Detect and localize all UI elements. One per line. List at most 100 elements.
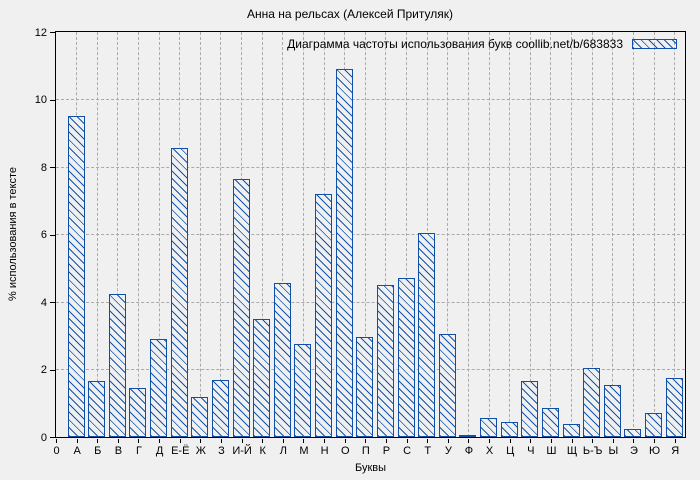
y-tick-mark xyxy=(50,437,55,438)
x-tick-mark xyxy=(654,439,656,443)
x-tick-mark xyxy=(282,439,284,443)
x-tick-mark xyxy=(385,439,387,443)
x-tick-mark xyxy=(592,439,594,443)
x-tick-mark xyxy=(612,439,614,443)
horizontal-gridline xyxy=(56,301,685,303)
x-tick-mark xyxy=(427,439,429,443)
x-tick-label: Х xyxy=(485,445,494,457)
x-tick-label: Ч xyxy=(527,445,535,457)
x-tick-label: Е-Ё xyxy=(171,445,190,457)
x-tick-label: 0 xyxy=(53,445,60,457)
bar-А xyxy=(67,116,85,437)
x-tick-mark xyxy=(76,439,78,443)
x-tick-label: Т xyxy=(424,445,432,457)
x-tick-label: С xyxy=(403,445,412,457)
x-tick-mark xyxy=(117,439,119,443)
y-tick-label: 0 xyxy=(40,431,47,444)
x-tick-mark xyxy=(241,439,243,443)
x-tick-label: Г xyxy=(136,445,142,457)
x-tick-label: Н xyxy=(320,445,329,457)
x-tick-label: Д xyxy=(155,445,164,457)
bar-Ц xyxy=(500,421,518,437)
x-tick-mark xyxy=(97,439,99,443)
plot-area: Диаграмма частоты использования букв coo… xyxy=(55,31,686,438)
bar-Р xyxy=(376,285,394,437)
bar-Ы xyxy=(603,384,621,437)
y-tick-mark xyxy=(50,167,55,168)
chart-title: Анна на рельсах (Алексей Притуляк) xyxy=(247,7,453,21)
x-tick-label: К xyxy=(259,445,266,457)
x-tick-mark xyxy=(220,439,222,443)
x-tick-mark xyxy=(489,439,491,443)
x-tick-mark xyxy=(633,439,635,443)
bar-Л xyxy=(273,283,291,437)
x-tick-label: Ы xyxy=(608,445,619,457)
x-tick-label: Б xyxy=(94,445,102,457)
bar-Д xyxy=(150,339,168,437)
x-tick-mark xyxy=(179,439,181,443)
x-tick-label: Ж xyxy=(195,445,206,457)
y-tick-label: 10 xyxy=(34,94,47,106)
x-tick-label: Р xyxy=(382,445,391,457)
y-tick-label: 6 xyxy=(40,229,47,241)
x-tick-label: З xyxy=(218,445,225,457)
x-tick-label: Ю xyxy=(649,445,661,457)
bar-Г xyxy=(129,388,147,437)
x-tick-mark xyxy=(344,439,346,443)
bar-У xyxy=(438,334,456,437)
x-tick-label: Э xyxy=(629,445,638,457)
bar-Ю xyxy=(645,413,663,437)
x-tick-label: Я xyxy=(671,445,680,457)
x-tick-label: Ш xyxy=(546,445,557,457)
x-tick-label: Щ xyxy=(566,445,578,457)
x-tick-mark xyxy=(159,439,161,443)
x-tick-label: Ц xyxy=(506,445,515,457)
bar-Х xyxy=(480,418,498,437)
bar-Е-Ё xyxy=(170,148,188,437)
legend-hatch-swatch-icon xyxy=(632,39,677,49)
x-tick-mark xyxy=(530,439,532,443)
y-tick-label: 12 xyxy=(34,26,47,39)
x-tick-mark xyxy=(550,439,552,443)
legend-label: Диаграмма частоты использования букв coo… xyxy=(287,37,623,51)
x-tick-label: О xyxy=(340,445,350,457)
horizontal-gridline xyxy=(56,234,685,235)
bar-М xyxy=(294,344,312,437)
y-tick-label: 4 xyxy=(40,296,47,309)
x-tick-mark xyxy=(509,439,511,443)
y-tick-label: 8 xyxy=(40,161,47,174)
x-tick-mark xyxy=(138,439,140,443)
bar-Ф xyxy=(459,435,477,437)
bar-Н xyxy=(315,194,333,437)
x-tick-mark xyxy=(262,439,264,443)
bar-Ь-Ъ xyxy=(583,367,601,437)
y-tick-mark xyxy=(50,32,55,33)
bar-Ш xyxy=(541,408,559,437)
x-tick-label: Ф xyxy=(464,445,474,457)
y-tick-mark xyxy=(50,234,55,236)
horizontal-gridline xyxy=(56,166,685,168)
bar-Ж xyxy=(191,396,209,437)
x-tick-mark xyxy=(303,439,305,443)
x-tick-label: М xyxy=(299,445,309,457)
x-tick-mark xyxy=(200,439,202,443)
bar-Щ xyxy=(562,423,580,437)
bar-В xyxy=(108,293,126,437)
bar-Я xyxy=(665,377,683,437)
x-tick-mark xyxy=(56,439,57,443)
bar-З xyxy=(211,379,229,437)
x-tick-label: У xyxy=(444,445,452,457)
x-tick-mark xyxy=(571,439,573,443)
x-tick-label: Л xyxy=(279,445,287,457)
x-tick-label: И-Й xyxy=(232,445,252,457)
x-axis-label: Буквы xyxy=(354,462,387,474)
legend: Диаграмма частоты использования букв coo… xyxy=(287,37,677,51)
x-tick-mark xyxy=(674,439,676,443)
x-tick-label: А xyxy=(73,445,81,457)
bar-Т xyxy=(418,232,436,437)
bar-Б xyxy=(88,381,106,437)
y-tick-mark xyxy=(50,369,55,371)
x-tick-mark xyxy=(406,439,408,443)
bar-О xyxy=(335,69,353,437)
